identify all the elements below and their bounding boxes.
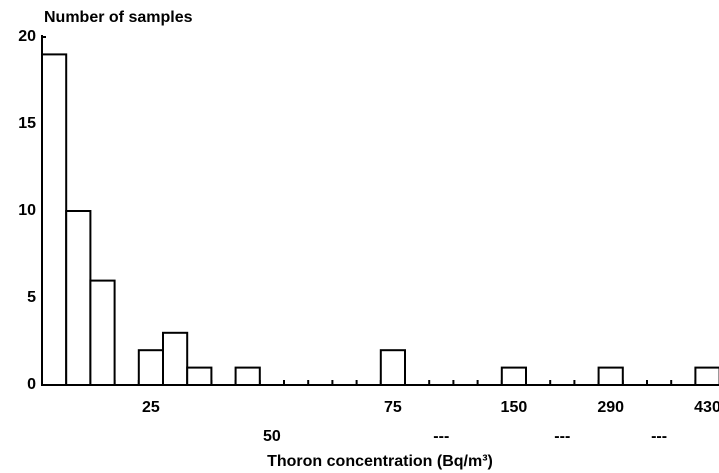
y-tick-label: 15 — [18, 115, 36, 132]
bar — [137, 349, 165, 387]
y-tick-label: 0 — [27, 376, 36, 393]
x-tick-label: --- — [651, 428, 667, 445]
bar — [65, 210, 92, 386]
y-tick-label: 20 — [18, 28, 36, 45]
bar — [41, 53, 68, 387]
bar — [234, 366, 261, 387]
bar — [694, 366, 719, 387]
y-tick-label: 5 — [27, 289, 36, 306]
x-tick-label: 290 — [597, 399, 624, 416]
bar — [89, 279, 116, 387]
x-tick-label: --- — [554, 428, 570, 445]
y-tick-label: 10 — [18, 202, 36, 219]
x-tick-label: 430 — [694, 399, 719, 416]
bar — [162, 331, 189, 386]
bar — [500, 366, 527, 387]
bar — [597, 366, 624, 387]
x-tick-label: 25 — [142, 399, 160, 416]
x-tick-label: 150 — [501, 399, 528, 416]
y-axis-label: Number of samples — [44, 9, 193, 26]
bar — [186, 366, 213, 387]
x-tick-label: --- — [433, 428, 449, 445]
x-tick-label: 75 — [384, 399, 402, 416]
bar — [379, 349, 406, 387]
x-axis-label: Thoron concentration (Bq/m³) — [267, 453, 493, 470]
x-tick-label: 50 — [263, 428, 281, 445]
